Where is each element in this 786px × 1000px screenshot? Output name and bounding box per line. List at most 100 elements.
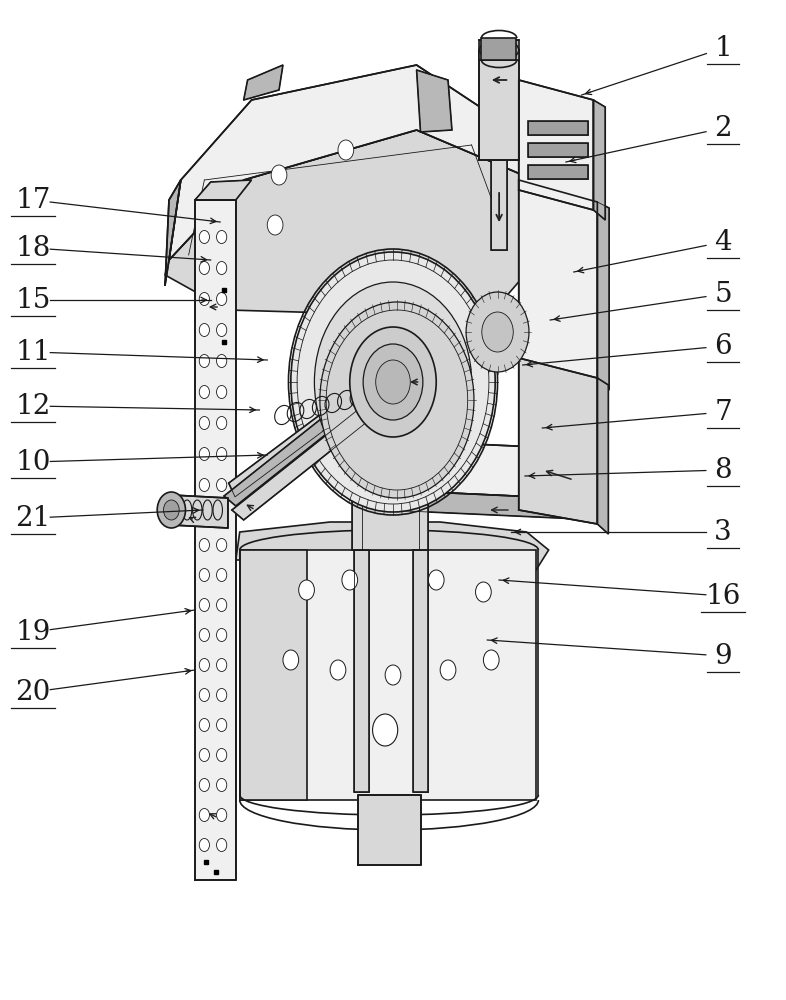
Polygon shape [597,202,609,390]
Polygon shape [165,180,181,285]
Polygon shape [593,100,605,220]
Polygon shape [528,165,588,179]
Polygon shape [240,550,536,800]
Circle shape [299,580,314,600]
Polygon shape [358,795,421,865]
Circle shape [217,718,227,732]
Polygon shape [195,500,236,880]
Circle shape [217,748,227,762]
Text: 16: 16 [705,582,741,609]
Text: 21: 21 [15,504,51,532]
Circle shape [320,302,474,498]
Text: 17: 17 [15,186,51,214]
Circle shape [376,360,410,404]
Circle shape [217,261,227,274]
Polygon shape [232,410,369,520]
Text: 19: 19 [15,618,51,646]
Polygon shape [195,200,236,500]
Polygon shape [354,550,369,792]
Circle shape [200,598,210,611]
Polygon shape [385,440,601,500]
Circle shape [314,282,472,482]
Text: 7: 7 [714,398,732,426]
Circle shape [217,629,227,642]
Circle shape [330,660,346,680]
Circle shape [217,231,227,243]
Polygon shape [352,390,428,550]
Circle shape [217,355,227,367]
Circle shape [283,650,299,670]
Polygon shape [244,65,283,100]
Circle shape [217,688,227,702]
Circle shape [200,838,210,852]
Circle shape [217,479,227,491]
Circle shape [157,492,185,528]
Circle shape [200,748,210,762]
Circle shape [342,570,358,590]
Text: 5: 5 [714,280,732,308]
Circle shape [217,568,227,582]
Polygon shape [479,50,519,160]
Polygon shape [413,550,428,792]
Polygon shape [195,180,252,200]
Circle shape [200,292,210,305]
Circle shape [483,650,499,670]
Circle shape [217,808,227,822]
Polygon shape [597,378,608,534]
Circle shape [200,659,210,672]
Polygon shape [479,40,519,60]
Circle shape [217,659,227,672]
Text: 2: 2 [714,114,732,141]
Circle shape [373,714,398,746]
Circle shape [217,538,227,552]
Circle shape [385,665,401,685]
Circle shape [217,448,227,460]
Circle shape [267,215,283,235]
Text: 6: 6 [714,332,732,360]
Polygon shape [171,495,228,528]
Polygon shape [528,143,588,157]
Circle shape [428,570,444,590]
Polygon shape [385,490,601,520]
Polygon shape [224,396,362,506]
Circle shape [482,312,513,352]
Circle shape [217,416,227,430]
Text: 4: 4 [714,229,732,255]
Circle shape [200,324,210,336]
Circle shape [200,355,210,367]
Circle shape [291,252,495,512]
Text: 12: 12 [15,392,51,420]
Text: 8: 8 [714,456,732,484]
Circle shape [200,568,210,582]
Circle shape [350,327,436,437]
Circle shape [200,688,210,702]
Circle shape [377,720,393,740]
Circle shape [217,778,227,792]
Circle shape [200,231,210,243]
Text: 20: 20 [15,678,51,706]
Circle shape [200,778,210,792]
Polygon shape [229,383,369,497]
Text: 11: 11 [15,338,51,365]
Circle shape [440,660,456,680]
Text: 15: 15 [15,286,51,314]
Circle shape [200,448,210,460]
Polygon shape [491,160,507,250]
Polygon shape [417,70,452,132]
Circle shape [200,479,210,491]
Polygon shape [523,175,546,270]
Polygon shape [169,65,546,260]
Circle shape [217,324,227,336]
Circle shape [466,292,529,372]
Circle shape [217,292,227,305]
Circle shape [200,385,210,398]
Circle shape [271,165,287,185]
Circle shape [476,582,491,602]
Text: 9: 9 [714,643,732,670]
Polygon shape [236,522,549,570]
Circle shape [200,718,210,732]
Circle shape [217,598,227,611]
Circle shape [200,808,210,822]
Circle shape [200,261,210,274]
Circle shape [200,629,210,642]
